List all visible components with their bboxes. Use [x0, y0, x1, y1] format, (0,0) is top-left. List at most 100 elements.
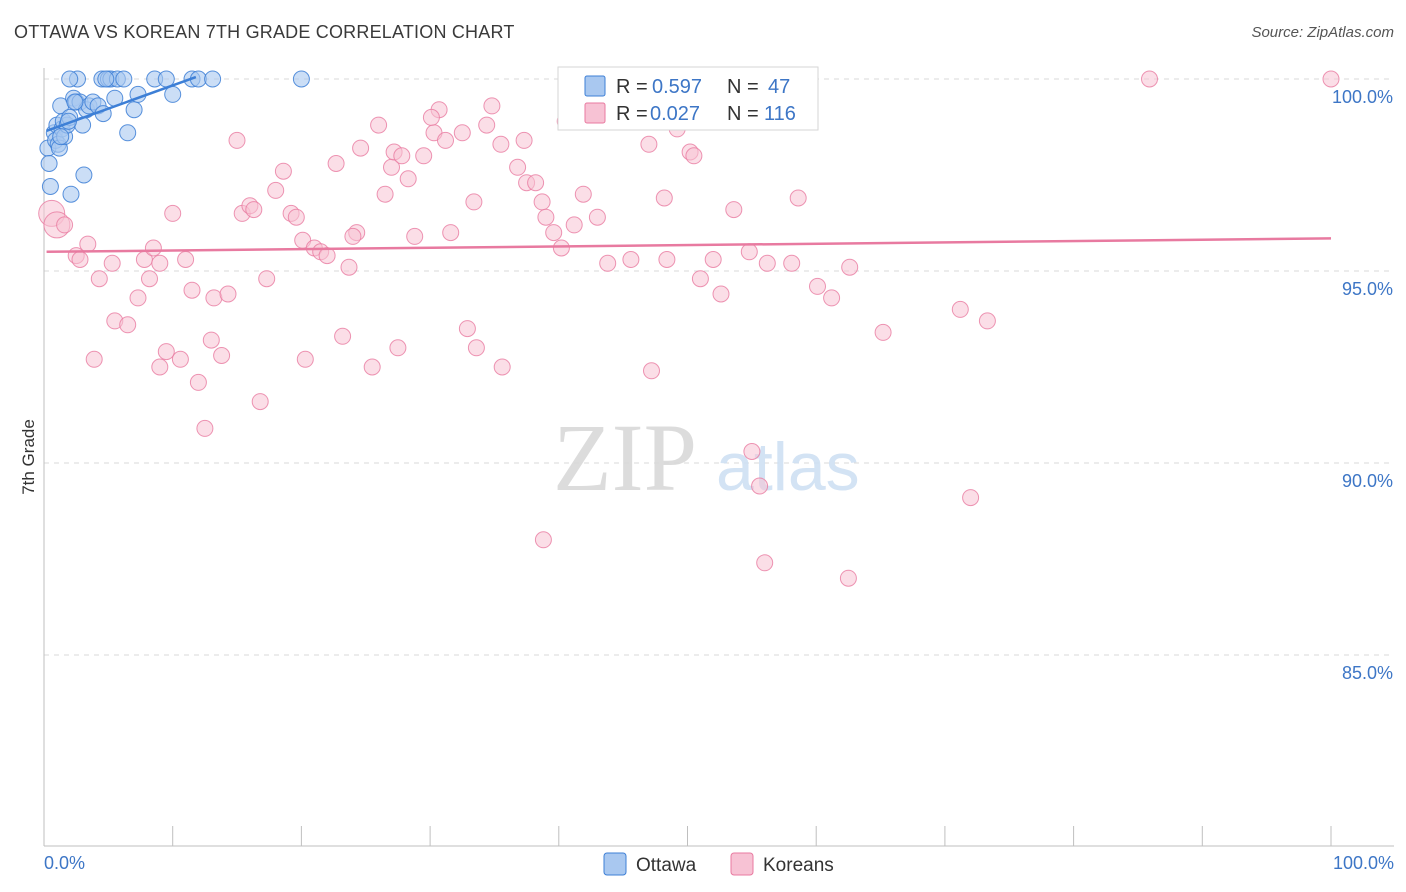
koreans-point	[56, 216, 74, 234]
koreans-point	[393, 147, 411, 165]
koreans-point	[823, 289, 841, 307]
koreans-point	[189, 373, 207, 391]
koreans-point	[725, 201, 743, 219]
koreans-point	[756, 554, 774, 572]
ottawa-point	[119, 124, 137, 142]
koreans-point	[90, 270, 108, 288]
source-label: Source: ZipAtlas.com	[1251, 24, 1394, 41]
legend-r-label: R =	[616, 103, 648, 125]
koreans-point	[951, 300, 969, 318]
koreans-point	[251, 393, 269, 411]
koreans-point	[258, 270, 276, 288]
koreans-point	[874, 323, 892, 341]
grid-lines	[44, 78, 1394, 656]
koreans-point	[467, 339, 485, 357]
koreans-point	[783, 254, 801, 272]
koreans-point	[389, 339, 407, 357]
bottom-legend: Ottawa Koreans	[603, 852, 834, 876]
koreans-point	[79, 235, 97, 253]
watermark-atlas: atlas	[716, 429, 860, 505]
koreans-point	[177, 251, 195, 268]
koreans-point	[213, 347, 231, 364]
koreans-point	[141, 270, 158, 288]
ottawa-point	[204, 70, 222, 88]
y-tick-labels: 85.0% 90.0% 95.0% 100.0%	[1332, 87, 1393, 683]
x-ticks	[43, 826, 1332, 846]
legend-r-value-koreans: 0.027	[650, 103, 700, 125]
trend-lines	[46, 75, 1332, 254]
bottom-legend-swatch-ottawa	[603, 852, 627, 876]
koreans-point	[406, 227, 424, 245]
koreans-point	[655, 189, 673, 207]
koreans-point	[376, 185, 394, 203]
koreans-point	[478, 116, 496, 134]
ottawa-point	[41, 178, 59, 195]
koreans-point	[296, 350, 314, 368]
koreans-point	[228, 131, 246, 149]
y-tick-label: 100.0%	[1332, 87, 1393, 107]
watermark-zip: ZIP	[553, 404, 697, 511]
legend-n-value-koreans: 116	[764, 103, 796, 125]
koreans-point	[415, 147, 433, 165]
koreans-point	[334, 327, 352, 345]
koreans-point	[219, 285, 237, 303]
legend-r-label: R =	[616, 76, 648, 98]
koreans-point	[493, 358, 511, 376]
koreans-point	[552, 239, 570, 257]
koreans-point	[399, 170, 417, 188]
koreans-point	[537, 208, 555, 226]
koreans-point	[574, 185, 592, 203]
koreans-point	[129, 289, 147, 307]
ottawa-point	[62, 185, 80, 203]
legend-swatch-ottawa	[584, 75, 606, 97]
koreans-point	[599, 254, 617, 272]
chart-title: OTTAWA VS KOREAN 7TH GRADE CORRELATION C…	[14, 22, 515, 42]
legend-r-value-ottawa: 0.597	[652, 76, 702, 98]
bottom-legend-koreans: Koreans	[763, 855, 834, 876]
koreans-point	[758, 254, 776, 272]
y-tick-label: 85.0%	[1342, 663, 1393, 683]
koreans-point	[103, 254, 121, 272]
ottawa-trend-line	[46, 75, 197, 133]
y-axis-label: 7th Grade	[19, 419, 38, 495]
koreans-trend-line	[46, 237, 1332, 254]
koreans-point	[267, 181, 285, 199]
koreans-point	[363, 358, 381, 376]
koreans-point	[422, 108, 440, 126]
ottawa-point	[61, 70, 79, 88]
koreans-point	[841, 258, 859, 276]
koreans-point	[545, 224, 563, 242]
koreans-point	[643, 362, 660, 380]
koreans-point	[751, 477, 769, 495]
koreans-point	[183, 281, 201, 299]
ottawa-point	[75, 166, 93, 184]
koreans-point	[789, 189, 807, 207]
stats-legend: R = 0.597 N = 47 R = 0.027 N = 116	[557, 66, 819, 131]
koreans-point	[205, 289, 223, 307]
koreans-point	[370, 116, 388, 134]
koreans-point	[119, 316, 137, 334]
ottawa-points	[39, 70, 310, 203]
koreans-point	[712, 285, 730, 303]
legend-n-label: N =	[727, 103, 759, 125]
koreans-point	[640, 135, 658, 153]
legend-swatch-koreans	[584, 102, 606, 124]
koreans-point	[71, 251, 89, 268]
koreans-point	[340, 258, 358, 276]
koreans-point	[962, 489, 980, 507]
koreans-point	[483, 97, 501, 115]
koreans-point	[743, 443, 761, 460]
koreans-point	[1141, 70, 1158, 88]
x-tick-label-min: 0.0%	[44, 853, 85, 873]
koreans-point	[658, 251, 676, 268]
koreans-point	[171, 350, 189, 368]
x-tick-label-max: 100.0%	[1333, 853, 1394, 873]
koreans-point	[565, 216, 583, 234]
ottawa-point	[125, 101, 143, 119]
koreans-point	[533, 193, 551, 211]
bottom-legend-ottawa: Ottawa	[636, 855, 697, 876]
y-tick-label: 90.0%	[1342, 471, 1393, 491]
koreans-point	[465, 193, 483, 211]
koreans-point	[327, 155, 345, 172]
